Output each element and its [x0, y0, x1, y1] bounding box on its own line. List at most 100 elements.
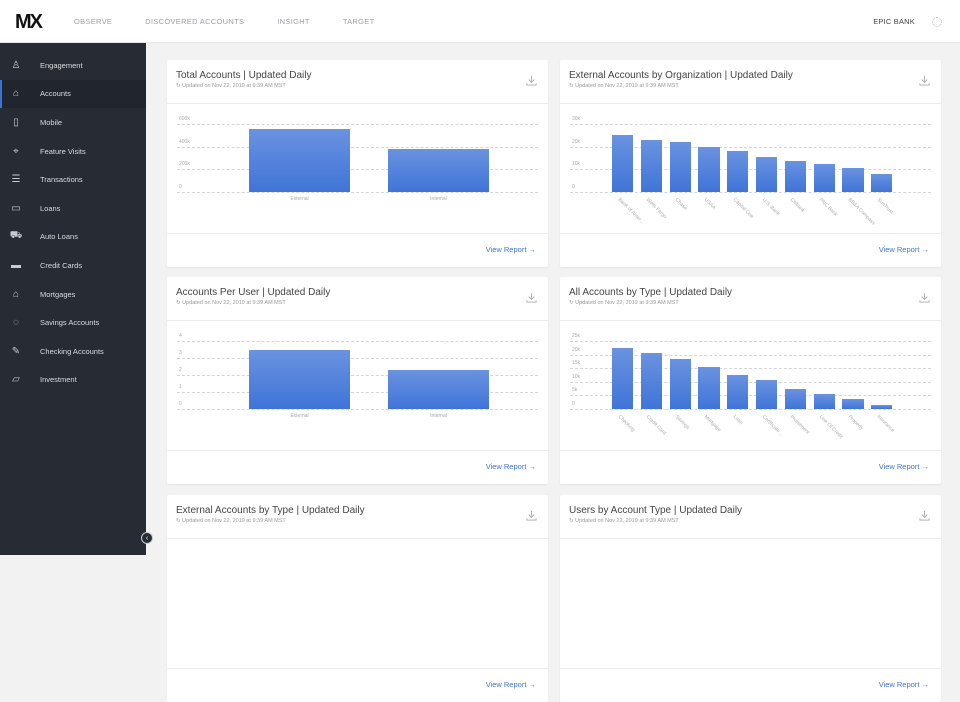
download-icon[interactable]	[919, 75, 930, 86]
sidebar-item-label: Accounts	[40, 89, 71, 99]
download-icon[interactable]	[526, 75, 537, 86]
chart-bar[interactable]	[640, 353, 663, 409]
sidebar-item-loans[interactable]: ▭ Loans	[0, 194, 146, 223]
x-label: Bank of Amer...	[616, 197, 645, 226]
card-header: External Accounts by Organization | Upda…	[560, 60, 941, 104]
chart-bar[interactable]	[813, 163, 835, 192]
credit-card-icon: ▬	[11, 259, 21, 271]
nav-target[interactable]: TARGET	[342, 17, 375, 26]
chart-bar[interactable]	[842, 399, 864, 409]
card-title: Accounts Per User | Updated Daily	[176, 287, 331, 298]
chart-bar[interactable]	[784, 161, 807, 192]
download-icon[interactable]	[919, 292, 930, 303]
x-label: Chase	[674, 197, 689, 212]
view-report-link[interactable]: View Report →	[485, 680, 536, 689]
card-header: All Accounts by Type | Updated Daily Upd…	[560, 277, 941, 321]
sidebar-item-mobile[interactable]: ▯ Mobile	[0, 108, 146, 137]
chart-bar[interactable]	[388, 148, 489, 192]
view-report-link[interactable]: View Report →	[485, 462, 537, 471]
sidebar-item-savings-accounts[interactable]: ◌ Savings Accounts	[0, 308, 146, 337]
chart-area: 30k 20k 10k 0 Bank of Amer... Wells Fargo Chas…	[560, 104, 941, 233]
sidebar-item-engagement[interactable]: ♙ Engagement	[0, 51, 146, 80]
nav-insight[interactable]: INSIGHT	[277, 17, 310, 26]
nav-observe[interactable]: OBSERVE	[74, 17, 113, 26]
report-card: External Accounts by Organization | Upda…	[560, 60, 941, 267]
sidebar-item-label: Credit Cards	[40, 260, 83, 270]
x-label: Certificate ...	[760, 414, 785, 439]
mx-logo[interactable]: MX	[15, 11, 43, 33]
chart-bar[interactable]	[698, 366, 720, 409]
y-tick: 3	[179, 350, 182, 356]
gridline	[177, 375, 538, 376]
chart-bar[interactable]	[756, 380, 778, 409]
y-tick: 200k	[179, 161, 190, 168]
chart-bar[interactable]	[756, 156, 778, 192]
card-footer: View Report →	[560, 668, 941, 701]
arrow-right-icon: →	[528, 462, 537, 471]
updated-timestamp: Updated on Nov 22, 2019 at 9:39 AM MST	[176, 300, 539, 306]
chart-bar[interactable]	[727, 375, 749, 409]
sidebar-item-mortgages[interactable]: ⌂ Mortgages	[0, 280, 146, 309]
view-report-link[interactable]: View Report →	[878, 245, 929, 254]
chart-bar[interactable]	[249, 128, 350, 192]
view-report-link[interactable]: View Report →	[485, 245, 536, 254]
card-title: Users by Account Type | Updated Daily	[569, 505, 743, 516]
sidebar: ♙ Engagement ⌂ Accounts ▯ Mobile ⌖ Feature Visi…	[0, 43, 146, 555]
chart-bar[interactable]	[640, 139, 663, 192]
chart-bar[interactable]	[842, 168, 864, 192]
collapse-sidebar-button[interactable]: ‹	[141, 532, 153, 544]
x-label: Wells Fargo	[645, 197, 669, 221]
y-tick: 0	[572, 401, 575, 407]
chart-bar[interactable]	[612, 135, 634, 192]
sidebar-item-credit-cards[interactable]: ▬ Credit Cards	[0, 251, 146, 280]
chart-area: 25k 20k 15k 10k 5k 0 Checking Credit Card Saving…	[560, 321, 941, 450]
y-tick: 4	[179, 333, 182, 339]
sidebar-item-label: Feature Visits	[40, 146, 86, 156]
chart-bar[interactable]	[669, 142, 691, 192]
chart-bar[interactable]	[669, 358, 691, 409]
y-tick: 30k	[572, 116, 581, 122]
gear-icon[interactable]	[932, 16, 942, 27]
view-report-link[interactable]: View Report →	[878, 680, 929, 689]
x-label: Capital One	[731, 197, 755, 220]
sidebar-item-investment[interactable]: ▱ Investment	[0, 366, 146, 395]
sidebar-item-checking-accounts[interactable]: ✎ Checking Accounts	[0, 337, 146, 366]
chart-bar[interactable]	[698, 146, 720, 192]
sidebar-item-label: Checking Accounts	[40, 346, 104, 356]
sidebar-item-auto-loans[interactable]: ⛟ Auto Loans	[0, 223, 146, 252]
y-tick: 0	[572, 184, 575, 190]
chart-bar[interactable]	[727, 151, 749, 192]
report-card: All Accounts by Type | Updated Daily Upd…	[560, 277, 941, 484]
chart-bar[interactable]	[388, 369, 489, 409]
chart-bar[interactable]	[784, 388, 807, 409]
x-label: SunTrust	[875, 197, 895, 216]
org-name[interactable]: EPIC BANK	[873, 17, 915, 26]
card-footer: View Report →	[560, 233, 941, 266]
sidebar-item-label: Investment	[40, 375, 77, 385]
chart-bar[interactable]	[612, 347, 634, 409]
x-label: BB&A Compass	[846, 197, 877, 227]
gridline	[570, 354, 931, 356]
sidebar-item-accounts[interactable]: ⌂ Accounts	[0, 79, 146, 109]
chart-bar[interactable]	[871, 404, 893, 409]
download-icon[interactable]	[526, 510, 537, 521]
view-report-link[interactable]: View Report →	[878, 462, 929, 471]
updated-timestamp: Updated on Nov 22, 2019 at 9:39 AM MST	[569, 300, 932, 306]
gridline	[177, 341, 538, 342]
download-icon[interactable]	[919, 510, 930, 521]
gridline	[177, 392, 538, 393]
download-icon[interactable]	[526, 292, 537, 303]
updated-timestamp: Updated on Nov 22, 2019 at 9:39 AM MST	[176, 518, 539, 524]
card-footer: View Report →	[167, 233, 548, 266]
chart-bar[interactable]	[813, 394, 835, 409]
chart-bar[interactable]	[871, 173, 893, 192]
gridline	[570, 192, 931, 193]
nav-discovered-accounts[interactable]: DISCOVERED ACCOUNTS	[145, 17, 245, 26]
gridline	[177, 146, 538, 148]
gridline	[177, 409, 538, 410]
card-title: External Accounts by Type | Updated Dail…	[176, 505, 365, 516]
card-header: Accounts Per User | Updated Daily Update…	[167, 277, 548, 321]
sidebar-item-transactions[interactable]: ☰ Transactions	[0, 165, 146, 194]
chart-bar[interactable]	[249, 349, 350, 409]
sidebar-item-feature-visits[interactable]: ⌖ Feature Visits	[0, 137, 146, 166]
